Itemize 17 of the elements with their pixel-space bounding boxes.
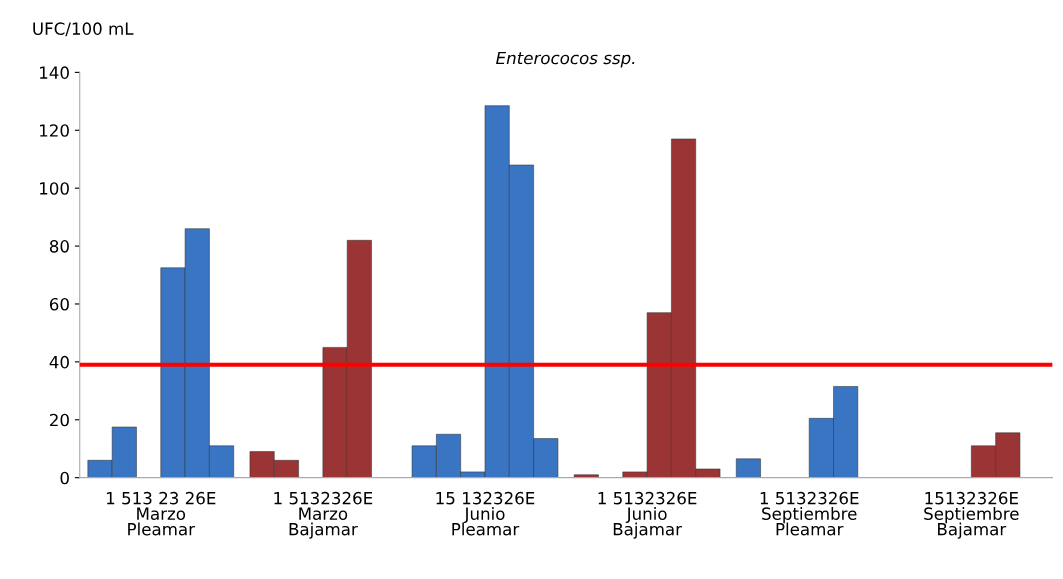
y-tick-label: 40 — [49, 355, 69, 369]
x-tick-label: 1 513 23 26E Marzo Pleamar — [106, 491, 216, 536]
x-tick-label: 1 5132326E Septiembre Pleamar — [760, 491, 859, 536]
y-tick-label: 120 — [40, 124, 69, 137]
y-tick-label: 140 — [40, 66, 69, 79]
y-tick-label: 0 — [60, 471, 69, 485]
x-tick-label: 15132326E Septiembre Bajamar — [924, 491, 1019, 539]
chart-title: Enterococos ssp. — [496, 51, 635, 68]
y-tick-label: 100 — [40, 182, 69, 195]
y-tick-label: 80 — [49, 240, 69, 253]
y-tick-label: 60 — [49, 297, 69, 311]
y-axis-title: UFC/100 mL — [33, 22, 134, 37]
bar — [735, 458, 761, 478]
x-tick-label: 1 5132326E Marzo Bajamar — [274, 491, 373, 539]
x-tick-label: 1 5132326E Junio Bajamar — [598, 491, 697, 539]
y-tick-label: 20 — [50, 413, 69, 427]
x-tick-label: 15 132326E Junio Pleamar — [436, 491, 535, 536]
